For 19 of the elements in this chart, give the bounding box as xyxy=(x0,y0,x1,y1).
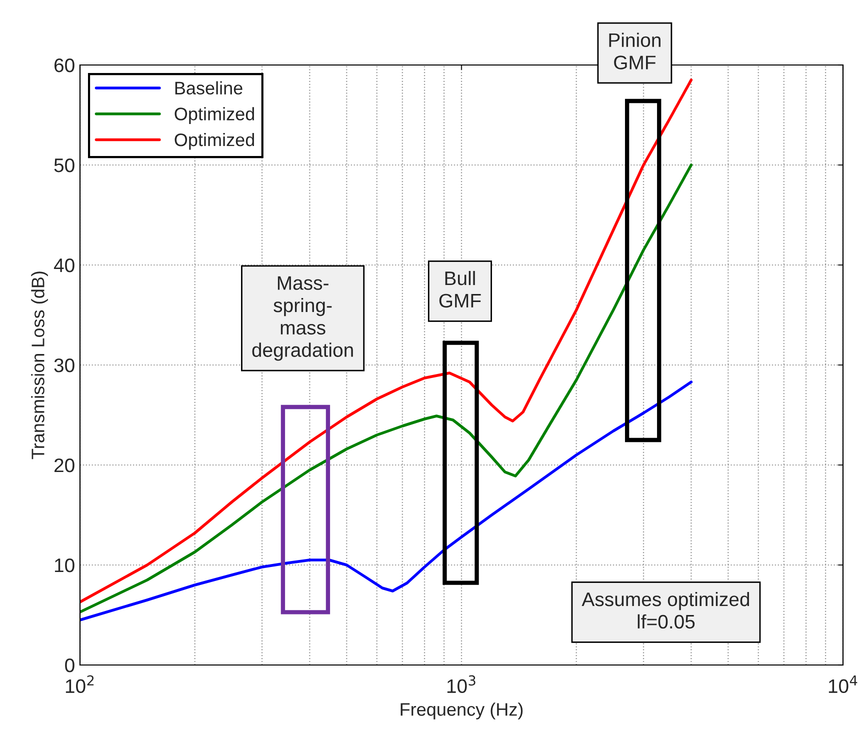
x-tick-label: 10$^{3}$ xyxy=(447,675,476,694)
legend-label: Optimized xyxy=(174,132,254,150)
x-tick-label: 10$^{2}$ xyxy=(66,675,94,694)
annotation: Pinion GMF xyxy=(609,32,660,70)
y-tick-label: 30 xyxy=(54,358,74,372)
annotation: Mass- spring- mass degradation xyxy=(252,276,353,361)
annotation: Assumes optimized lf=0.05 xyxy=(582,592,750,629)
y-tick-label: 10 xyxy=(54,558,74,572)
legend-label: Optimized xyxy=(174,107,254,124)
y-tick-label: 50 xyxy=(54,158,74,172)
legend-label: Baseline xyxy=(175,81,242,95)
x-tick-label: 10$^{4}$ xyxy=(828,675,858,694)
y-tick-label: 20 xyxy=(54,458,74,472)
y-tick-label: 0 xyxy=(65,658,74,672)
y-tick-label: 60 xyxy=(54,58,74,72)
y-axis-title: Transmission Loss (dB) xyxy=(31,272,48,460)
annotation: Bull GMF xyxy=(439,270,481,308)
y-tick-label: 40 xyxy=(54,258,74,272)
x-axis-title: Frequency (Hz) xyxy=(400,702,523,720)
